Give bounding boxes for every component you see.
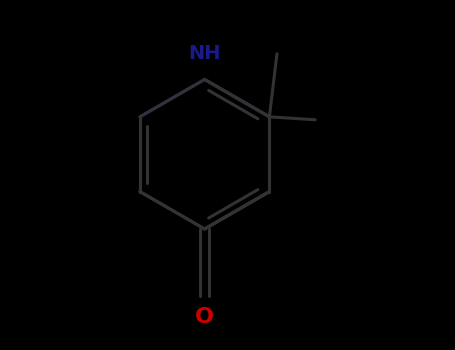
Text: NH: NH [188, 44, 221, 63]
Text: O: O [195, 308, 214, 328]
